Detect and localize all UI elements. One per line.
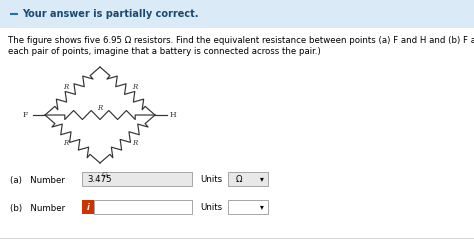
Text: Your answer is partially correct.: Your answer is partially correct.	[22, 9, 199, 19]
Text: Units: Units	[200, 203, 222, 211]
Text: R: R	[63, 139, 68, 147]
FancyBboxPatch shape	[228, 200, 268, 214]
Text: Units: Units	[200, 174, 222, 184]
FancyBboxPatch shape	[94, 200, 192, 214]
Text: R: R	[132, 83, 137, 91]
FancyBboxPatch shape	[0, 0, 474, 28]
Text: R: R	[63, 83, 68, 91]
Text: ▾: ▾	[260, 203, 264, 211]
FancyBboxPatch shape	[82, 172, 192, 186]
Text: Ω: Ω	[236, 174, 243, 184]
Text: (b)   Number: (b) Number	[10, 204, 65, 212]
Text: (a)   Number: (a) Number	[10, 175, 65, 184]
Text: R: R	[132, 139, 137, 147]
Text: ▾: ▾	[260, 174, 264, 184]
Text: R: R	[97, 104, 103, 112]
FancyBboxPatch shape	[82, 200, 94, 214]
Text: each pair of points, imagine that a battery is connected across the pair.): each pair of points, imagine that a batt…	[8, 47, 321, 56]
Text: H: H	[170, 111, 177, 119]
Text: F: F	[23, 111, 28, 119]
FancyBboxPatch shape	[228, 172, 268, 186]
Text: The figure shows five 6.95 Ω resistors. Find the equivalent resistance between p: The figure shows five 6.95 Ω resistors. …	[8, 36, 474, 45]
Text: G: G	[102, 171, 108, 179]
Text: i: i	[87, 203, 90, 211]
Text: 3.475: 3.475	[87, 174, 111, 184]
